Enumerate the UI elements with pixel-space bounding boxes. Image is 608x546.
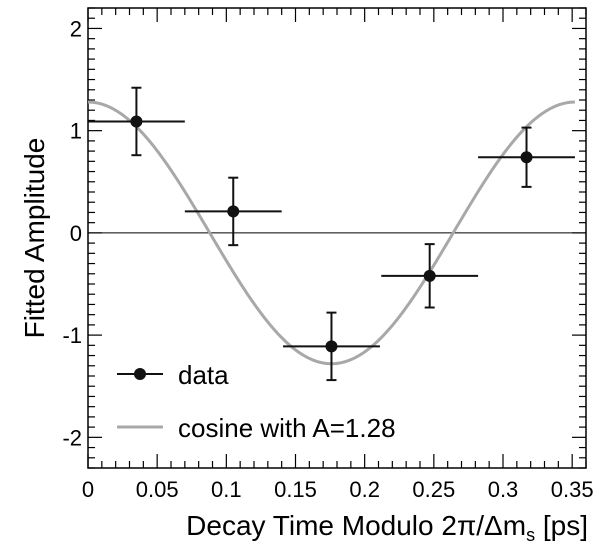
y-tick-label: 0 [70, 221, 82, 246]
legend: data cosine with A=1.28 [117, 360, 396, 443]
plot-frame [87, 7, 587, 469]
x-axis-title-subscript: s [526, 525, 535, 545]
x-tick-label: 0.15 [274, 477, 317, 502]
data-point [423, 269, 436, 282]
x-axis-title-unit: [ps] [535, 510, 588, 541]
axis-ticks: 0 0.05 0.1 0.15 0.2 0.25 0.3 0.35 -2 -1 0 1 2 [62, 7, 594, 502]
legend-data-label: data [178, 360, 229, 390]
x-tick-label: 0 [82, 477, 94, 502]
x-tick-label: 0.35 [551, 477, 594, 502]
y-tick-label: 1 [70, 119, 82, 144]
legend-data-marker [134, 368, 146, 380]
data-point [520, 151, 533, 164]
x-tick-label: 0.1 [211, 477, 242, 502]
x-tick-label: 0.2 [349, 477, 380, 502]
data-points-layer [88, 86, 575, 382]
y-tick-label: -2 [62, 425, 82, 450]
y-tick-label: -1 [62, 323, 82, 348]
y-tick-label: 2 [70, 16, 82, 41]
data-point [130, 115, 143, 128]
data-point [325, 340, 338, 353]
x-axis-title: Decay Time Modulo 2π/Δms [ps] [186, 510, 588, 545]
legend-curve-label: cosine with A=1.28 [178, 413, 396, 443]
data-point [227, 205, 240, 218]
x-tick-label: 0.05 [136, 477, 179, 502]
x-tick-label: 0.25 [412, 477, 455, 502]
x-tick-label: 0.3 [488, 477, 519, 502]
x-axis-title-main: Decay Time Modulo 2π/Δm [186, 510, 526, 541]
y-axis-title: Fitted Amplitude [19, 138, 50, 339]
